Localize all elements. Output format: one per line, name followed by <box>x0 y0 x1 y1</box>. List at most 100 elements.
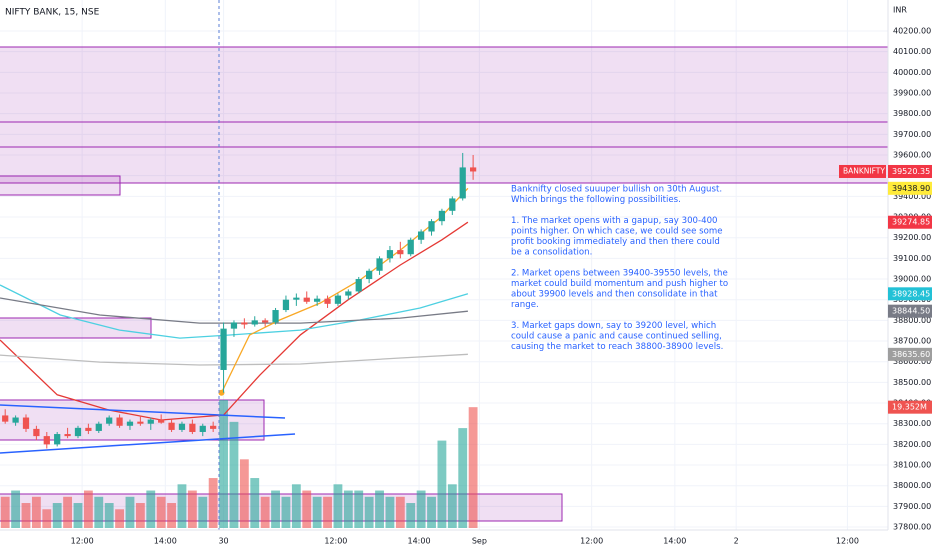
zone <box>0 47 888 183</box>
candle-body <box>241 322 248 325</box>
annotation-line: be a consolidation. <box>511 248 592 258</box>
volume-bar <box>21 503 31 528</box>
candle-body <box>43 436 50 445</box>
candle-body <box>262 320 269 323</box>
volume-bar <box>63 496 73 528</box>
y-tick-label: 38000.00 <box>893 481 931 490</box>
y-tick-label: 37900.00 <box>893 502 931 511</box>
y-tick-label: 39600.00 <box>893 151 931 160</box>
candle-body <box>355 279 362 292</box>
y-tick-label: 39800.00 <box>893 109 931 118</box>
volume-bar <box>177 484 187 528</box>
annotation-line: Which brings the following possibilities… <box>511 195 681 205</box>
price-label-box <box>888 347 932 361</box>
price-axis <box>888 0 932 550</box>
candle-body <box>74 427 82 437</box>
volume-bar <box>250 478 260 528</box>
volume-bar <box>31 496 41 528</box>
candle-body <box>126 421 134 426</box>
volume-bar <box>11 490 21 528</box>
volume-bar <box>94 496 104 528</box>
y-tick-label: 37800.00 <box>893 523 931 532</box>
y-tick-label: 38800.00 <box>893 316 931 325</box>
price-label-box <box>888 215 932 229</box>
volume-bar <box>281 496 291 528</box>
candle-body <box>189 423 196 432</box>
volume-bar <box>208 478 218 528</box>
symbol-label: BANKNIFTY <box>843 166 885 175</box>
ma-line <box>0 353 468 366</box>
volume-bar <box>73 503 83 528</box>
currency: INR <box>893 6 907 15</box>
volume-bar <box>395 496 405 528</box>
candle-body <box>449 198 456 211</box>
volume-bar <box>427 496 436 528</box>
y-tick-label: 38500.00 <box>893 378 931 387</box>
volume-bar <box>42 509 52 528</box>
x-tick-label: 12:00 <box>836 537 859 546</box>
volume-bar <box>416 490 426 528</box>
candle-body <box>366 270 373 280</box>
signal-dot <box>218 389 225 396</box>
candle-body <box>314 298 321 302</box>
candle-body <box>459 167 466 199</box>
candle-body <box>158 419 165 423</box>
x-tick-label: 14:00 <box>408 537 431 546</box>
volume-bar <box>135 503 145 528</box>
price-label-box <box>888 181 932 195</box>
volume-bar <box>0 496 10 528</box>
price-label-box <box>888 164 932 178</box>
annotation-line: points higher. On which case, we could s… <box>511 227 723 237</box>
annotation-line: about 39900 levels and then consolidate … <box>511 290 718 300</box>
y-tick-label: 39000.00 <box>893 275 931 284</box>
volume-bar <box>146 490 156 528</box>
volume-bar <box>52 503 62 528</box>
x-tick-label: 30 <box>218 537 228 546</box>
ma-line <box>0 284 469 339</box>
volume <box>0 400 478 528</box>
candle-body <box>282 299 290 311</box>
annotation-line: range. <box>511 300 539 310</box>
candle-body <box>230 322 238 329</box>
volume-label-box <box>888 400 932 414</box>
volume-bar <box>364 496 374 528</box>
y-tick-label: 39900.00 <box>893 89 931 98</box>
volume-bar <box>167 503 176 528</box>
price-label: 38635.60 <box>892 350 930 359</box>
candles <box>2 152 477 449</box>
candle-body <box>386 250 394 259</box>
symbol-box <box>839 164 886 178</box>
volume-bar <box>323 496 332 528</box>
candle-body <box>469 167 477 172</box>
moving-averages <box>0 187 469 421</box>
volume-label: 19.352M <box>892 403 927 412</box>
axes: 40200.00 40100.00 40000.00 39900.00 39800.00… <box>71 27 932 546</box>
volume-bar <box>406 503 416 528</box>
volume-bar <box>260 496 270 528</box>
volume-bar <box>239 459 249 528</box>
volume-bar <box>312 496 322 528</box>
candle-body <box>334 295 342 304</box>
volume-bar <box>271 490 280 528</box>
candle-body <box>303 297 310 302</box>
candle-body <box>178 423 186 430</box>
volume-bar <box>156 496 166 528</box>
zone-box <box>0 493 563 522</box>
y-tick-label: 39100.00 <box>893 254 931 263</box>
y-tick-label: 38300.00 <box>893 419 931 428</box>
candle-body <box>95 423 102 431</box>
volume-bar <box>198 496 208 528</box>
candle-body <box>85 427 92 431</box>
annotation-line: profit booking immediately and then ther… <box>511 237 720 247</box>
annotation-line: 2. Market opens between 39400-39550 leve… <box>511 269 728 279</box>
candle-body <box>33 428 40 437</box>
ma-line <box>0 297 468 324</box>
y-tick-label: 38200.00 <box>893 440 931 449</box>
volume-bar <box>229 421 239 528</box>
chart-title: NIFTY BANK, 15, NSE <box>5 8 100 18</box>
candle-body <box>407 239 414 255</box>
y-tick-label: 39400.00 <box>893 192 931 201</box>
candle-body <box>168 422 175 430</box>
candle-body <box>418 231 425 240</box>
